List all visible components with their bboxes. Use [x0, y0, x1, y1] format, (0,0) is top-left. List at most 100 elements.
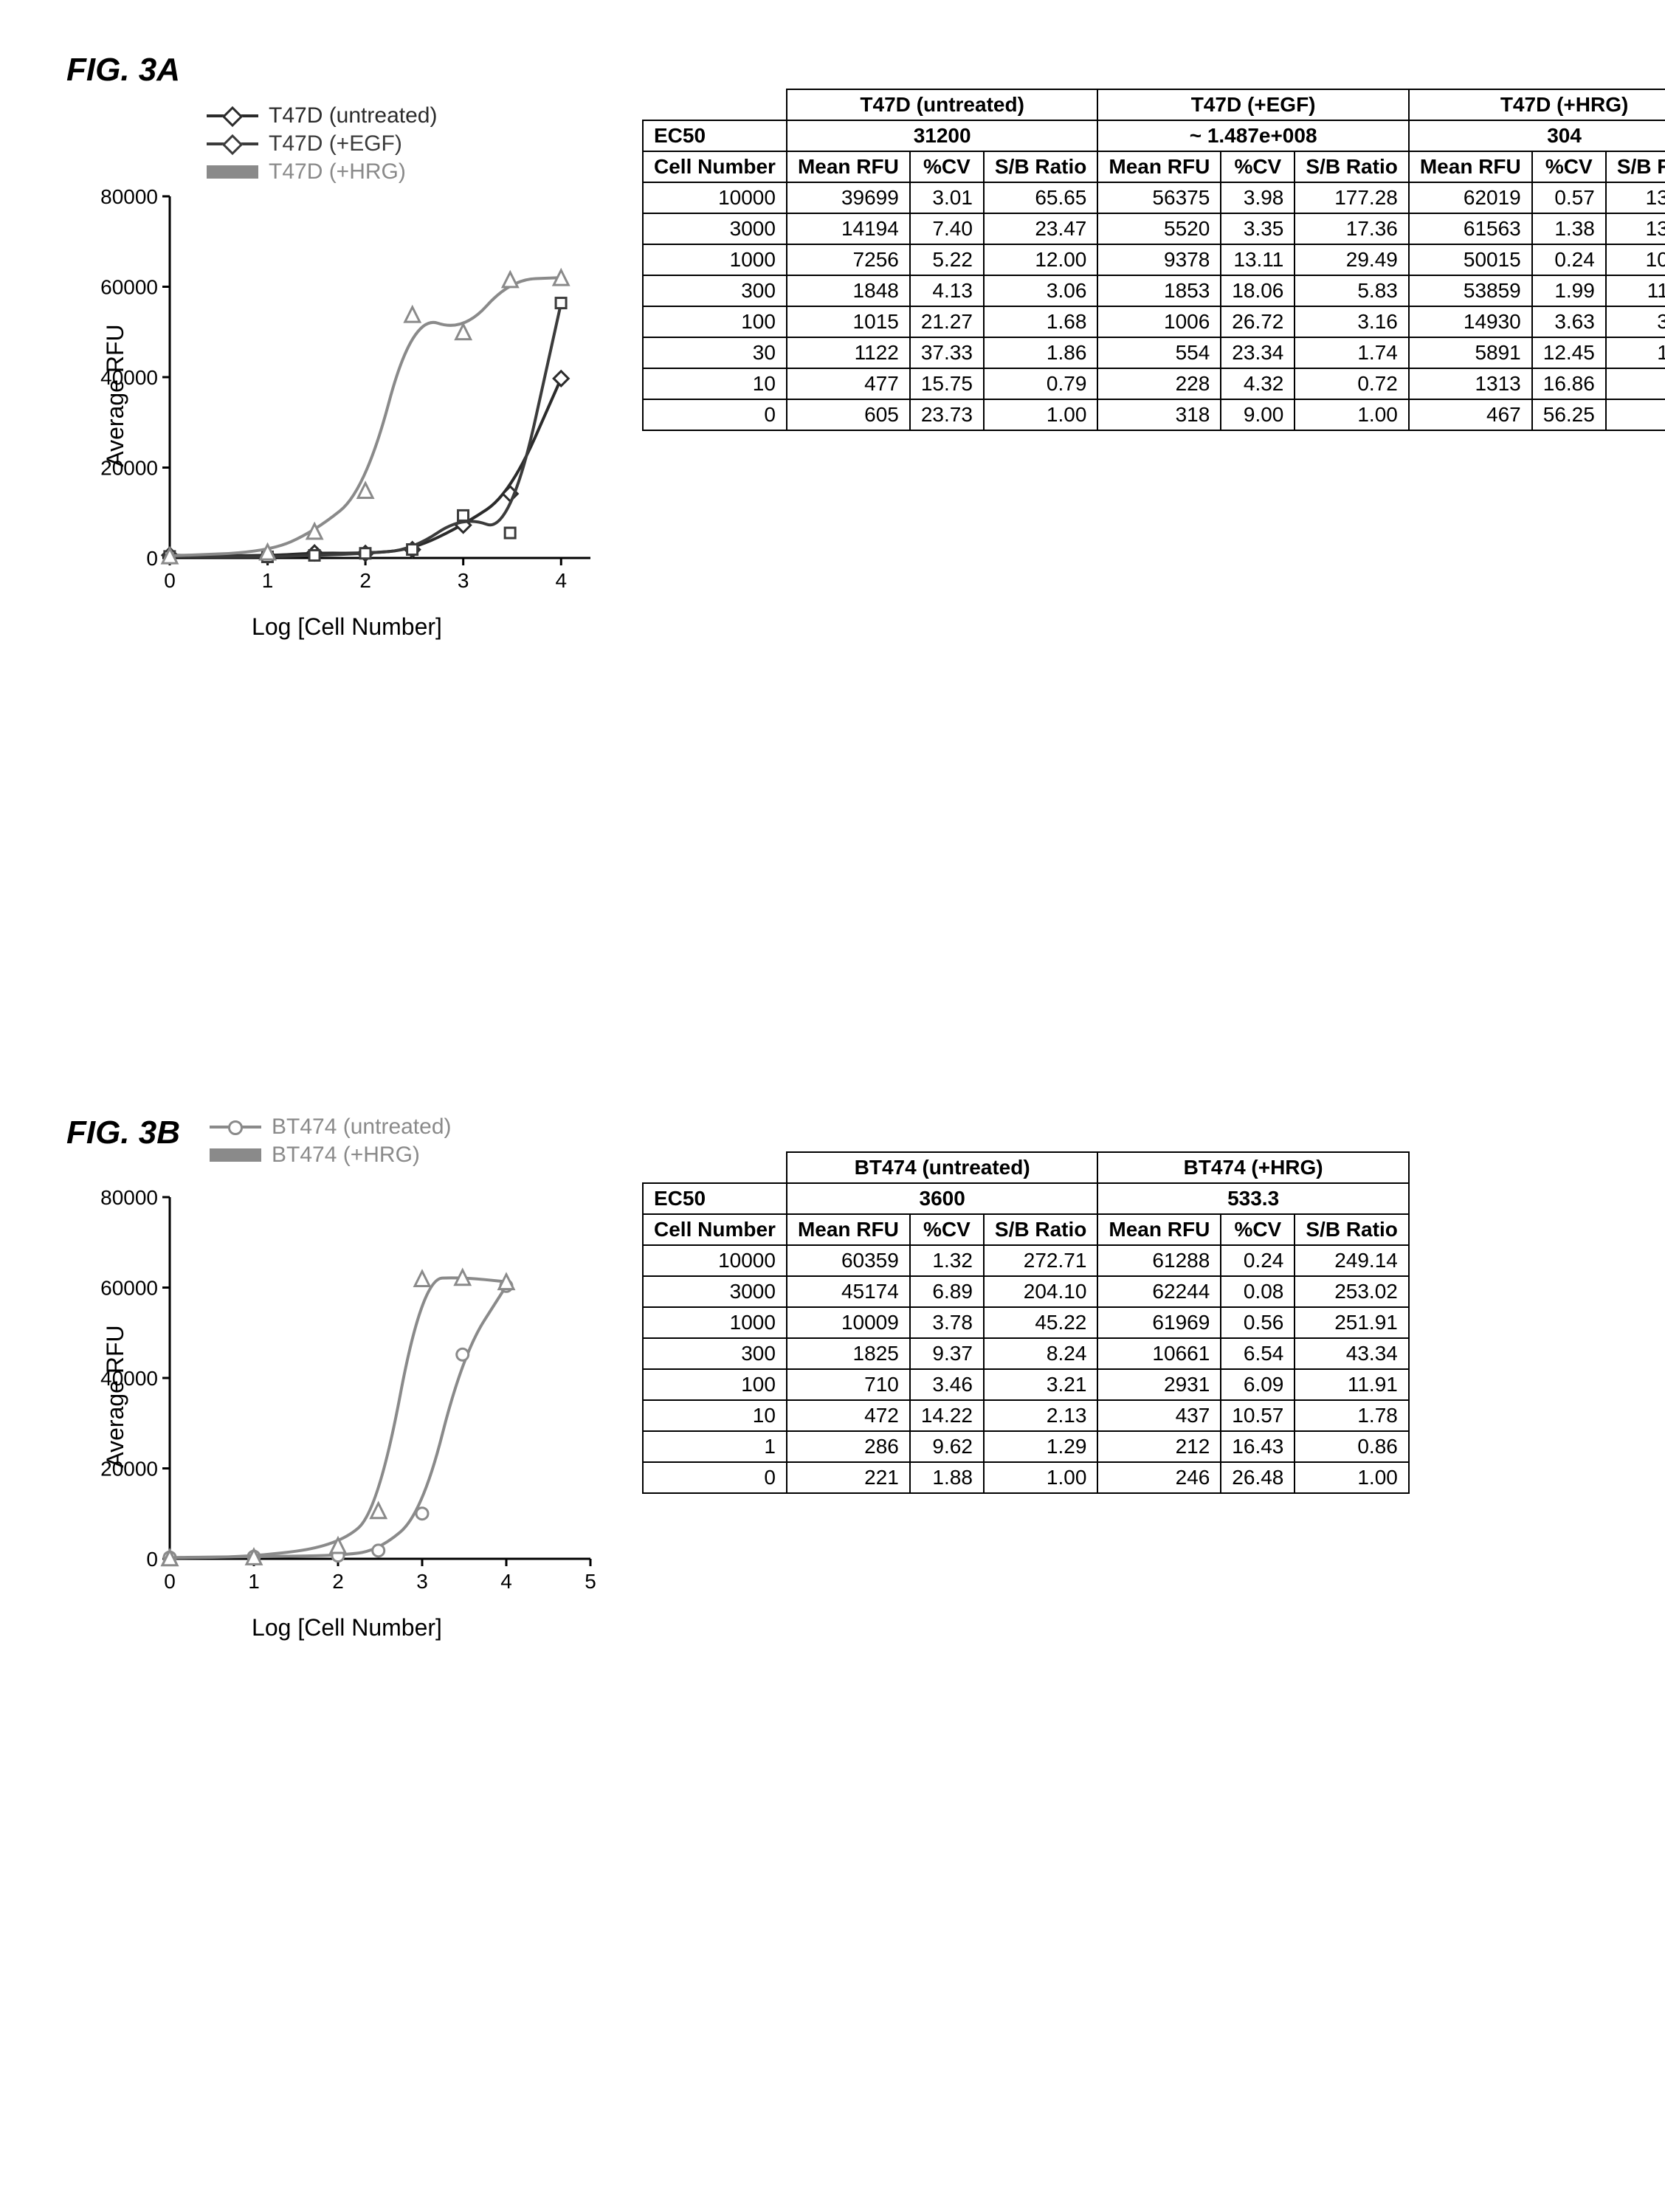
- square-icon: [207, 142, 258, 145]
- svg-text:1: 1: [262, 569, 274, 592]
- svg-text:4: 4: [555, 569, 567, 592]
- table-cell: 212: [1097, 1431, 1221, 1462]
- column-header: Cell Number: [643, 151, 787, 182]
- table-row: 1047214.222.1343710.571.78: [643, 1400, 1409, 1431]
- table-cell: 300: [643, 1338, 787, 1369]
- table-row: 100072565.2212.00937813.1129.49500150.24…: [643, 244, 1665, 275]
- table-cell: 477: [787, 368, 910, 399]
- table-row: 1007103.463.2129316.0911.91: [643, 1369, 1409, 1400]
- table-cell: 7256: [787, 244, 910, 275]
- table-cell: 272.71: [984, 1245, 1097, 1276]
- svg-text:80000: 80000: [100, 189, 158, 208]
- table-cell: 6.09: [1221, 1369, 1295, 1400]
- table-row: 3000141947.4023.4755203.3517.36615631.38…: [643, 213, 1665, 244]
- table-cell: 12.45: [1532, 337, 1606, 368]
- table-cell: 5.22: [910, 244, 984, 275]
- table-cell: 39699: [787, 182, 910, 213]
- table-cell: 16.43: [1221, 1431, 1295, 1462]
- table-cell: 10000: [643, 1245, 787, 1276]
- legend-item: T47D (+HRG): [207, 159, 620, 185]
- table-cell: 5.83: [1295, 275, 1408, 306]
- data-table-a: T47D (untreated)T47D (+EGF)T47D (+HRG)EC…: [642, 89, 1665, 431]
- chart-a: Average RFU 02000040000600008000001234 L…: [89, 189, 605, 602]
- table-cell: 15.75: [910, 368, 984, 399]
- table-row: 100101521.271.68100626.723.16149303.6331…: [643, 306, 1665, 337]
- table-cell: 300: [643, 275, 787, 306]
- table-cell: 0.56: [1221, 1307, 1295, 1338]
- page: FIG. 3A T47D (untreated) T47D (+EGF) T47…: [0, 0, 1665, 2212]
- table-cell: 2.81: [1606, 368, 1665, 399]
- chart-column-a: FIG. 3A T47D (untreated) T47D (+EGF) T47…: [59, 44, 620, 602]
- svg-text:0: 0: [164, 569, 176, 592]
- table-cell: 3.16: [1295, 306, 1408, 337]
- svg-text:0: 0: [146, 547, 158, 570]
- column-header: Mean RFU: [787, 151, 910, 182]
- group-header: BT474 (+HRG): [1097, 1152, 1408, 1183]
- ec50-value: ~ 1.487e+008: [1097, 120, 1408, 151]
- ec50-value: 3600: [787, 1183, 1097, 1214]
- table-cell: 26.48: [1221, 1462, 1295, 1493]
- table-cell: 0.72: [1295, 368, 1408, 399]
- table-cell: 107.18: [1606, 244, 1665, 275]
- table-cell: 286: [787, 1431, 910, 1462]
- table-row: 12869.621.2921216.430.86: [643, 1431, 1409, 1462]
- column-header: Cell Number: [643, 1214, 787, 1245]
- table-cell: 4.32: [1221, 368, 1295, 399]
- legend-item: BT474 (untreated): [210, 1114, 451, 1140]
- table-cell: 6.89: [910, 1276, 984, 1307]
- table-cell: 249.14: [1295, 1245, 1408, 1276]
- table-row: 1047715.750.792284.320.72131316.862.81: [643, 368, 1665, 399]
- ec50-value: 533.3: [1097, 1183, 1408, 1214]
- table-cell: 9378: [1097, 244, 1221, 275]
- table-cell: 3.78: [910, 1307, 984, 1338]
- table-column-a: T47D (untreated)T47D (+EGF)T47D (+HRG)EC…: [620, 44, 1665, 431]
- table-row: 10000396993.0165.65563753.98177.28620190…: [643, 182, 1665, 213]
- table-cell: 29.49: [1295, 244, 1408, 275]
- table-cell: 1825: [787, 1338, 910, 1369]
- table-row: 10000603591.32272.71612880.24249.14: [643, 1245, 1409, 1276]
- legend-b: BT474 (untreated) BT474 (+HRG): [210, 1114, 451, 1171]
- table-cell: 45.22: [984, 1307, 1097, 1338]
- table-cell: 30: [643, 337, 787, 368]
- table-row: 30112237.331.8655423.341.74589112.4512.6…: [643, 337, 1665, 368]
- table-cell: 9.37: [910, 1338, 984, 1369]
- table-row: 060523.731.003189.001.0046756.251.00: [643, 399, 1665, 430]
- table-cell: 1006: [1097, 306, 1221, 337]
- panel-fig-3a: FIG. 3A T47D (untreated) T47D (+EGF) T47…: [59, 44, 1606, 1078]
- triangle-icon: [210, 1148, 261, 1162]
- table-cell: 31.99: [1606, 306, 1665, 337]
- column-header: Mean RFU: [1409, 151, 1532, 182]
- table-cell: 467: [1409, 399, 1532, 430]
- ec50-label: EC50: [643, 1183, 787, 1214]
- legend-item: T47D (untreated): [207, 103, 620, 128]
- table-cell: 710: [787, 1369, 910, 1400]
- group-header: T47D (+EGF): [1097, 89, 1408, 120]
- table-cell: 21.27: [910, 306, 984, 337]
- svg-text:2: 2: [332, 1570, 344, 1593]
- column-header: Mean RFU: [787, 1214, 910, 1245]
- table-cell: 177.28: [1295, 182, 1408, 213]
- table-cell: 1000: [643, 1307, 787, 1338]
- table-cell: 1.88: [910, 1462, 984, 1493]
- table-cell: 10: [643, 1400, 787, 1431]
- table-cell: 45174: [787, 1276, 910, 1307]
- column-header: Mean RFU: [1097, 151, 1221, 182]
- table-cell: 10.57: [1221, 1400, 1295, 1431]
- svg-text:5: 5: [585, 1570, 596, 1593]
- table-cell: 9.00: [1221, 399, 1295, 430]
- figure-label-a: FIG. 3A: [66, 52, 620, 89]
- table-cell: 12.00: [984, 244, 1097, 275]
- table-cell: 100: [643, 306, 787, 337]
- table-cell: 1122: [787, 337, 910, 368]
- table-cell: 1.00: [1295, 399, 1408, 430]
- ec50-value: 304: [1409, 120, 1665, 151]
- table-cell: 1848: [787, 275, 910, 306]
- table-cell: 50015: [1409, 244, 1532, 275]
- table-cell: 61563: [1409, 213, 1532, 244]
- table-cell: 0.86: [1295, 1431, 1408, 1462]
- table-cell: 7.40: [910, 213, 984, 244]
- panel-fig-3b: FIG. 3B BT474 (untreated) BT474 (+HRG) A…: [59, 1107, 1606, 2067]
- table-cell: 1.78: [1295, 1400, 1408, 1431]
- table-cell: 437: [1097, 1400, 1221, 1431]
- table-cell: 1.74: [1295, 337, 1408, 368]
